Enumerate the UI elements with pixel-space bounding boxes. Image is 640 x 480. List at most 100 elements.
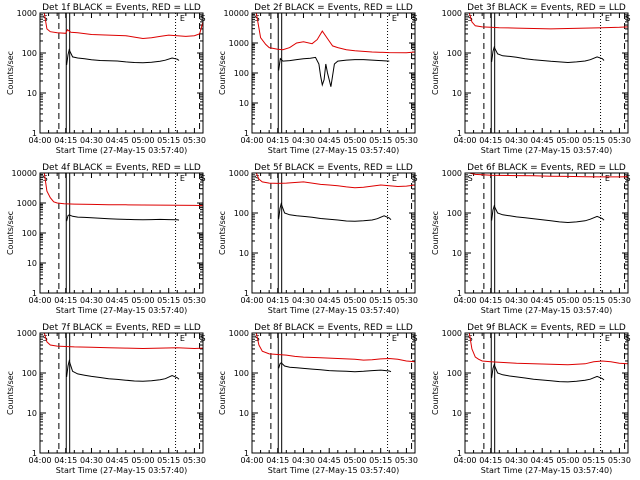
y-tick-label: 10 <box>239 409 249 418</box>
marker-label-S: S <box>468 14 473 23</box>
panel-title: Det 5f BLACK = Events, RED = LLD <box>254 163 413 173</box>
x-tick-label: 05:30 <box>395 456 418 465</box>
plot-frame <box>39 332 204 454</box>
x-axis-label: Start Time (27-May-15 03:57:40) <box>481 306 612 315</box>
y-tick-label: 1 <box>32 449 37 458</box>
marker-label-E: E <box>605 334 610 343</box>
series-group <box>43 13 203 66</box>
y-tick-label: 1 <box>32 129 37 138</box>
marker-label-S: S <box>43 334 48 343</box>
x-axis-label: Start Time (27-May-15 03:57:40) <box>268 146 399 155</box>
x-tick-label: 04:45 <box>531 136 554 145</box>
y-tick-label: 10 <box>239 249 249 258</box>
x-tick-label: 04:45 <box>318 136 341 145</box>
x-tick-label: 05:00 <box>131 456 154 465</box>
vertical-lines <box>270 333 413 453</box>
series-line-lld <box>43 13 203 40</box>
series-group <box>43 333 203 382</box>
x-tick-label: 04:00 <box>28 296 51 305</box>
panel-title: Det 2f BLACK = Events, RED = LLD <box>254 3 413 13</box>
x-tick-label: 04:15 <box>54 456 77 465</box>
series-line-lld <box>468 333 628 366</box>
x-tick-label: 04:00 <box>453 296 476 305</box>
x-tick-label: 04:30 <box>80 296 103 305</box>
x-tick-label: 04:00 <box>240 296 263 305</box>
y-tick-label: 1000 <box>229 329 249 338</box>
plot-frame <box>39 172 204 294</box>
y-axis-label: Counts/sec <box>431 371 440 415</box>
vertical-lines <box>483 333 626 453</box>
x-tick-label: 05:15 <box>582 296 605 305</box>
y-tick-label: 1 <box>457 129 462 138</box>
x-axis-label: Start Time (27-May-15 03:57:40) <box>268 306 399 315</box>
y-tick-label: 10 <box>239 99 249 108</box>
y-tick-label: 1 <box>244 129 249 138</box>
series-group <box>469 173 628 224</box>
x-tick-label: 04:15 <box>54 296 77 305</box>
marker-label-S: S <box>468 174 473 183</box>
plot-frame <box>251 12 416 134</box>
series-line-events <box>66 48 180 66</box>
x-tick-label: 04:45 <box>531 296 554 305</box>
series-line-events <box>278 362 392 373</box>
x-tick-label: 04:30 <box>292 136 315 145</box>
x-tick-label: 04:15 <box>266 136 289 145</box>
y-tick-label: 1000 <box>17 9 37 18</box>
x-tick-label: 04:30 <box>80 136 103 145</box>
x-tick-label: 05:00 <box>343 136 366 145</box>
series-line-events <box>66 214 180 222</box>
series-group <box>43 173 203 222</box>
x-tick-label: 04:30 <box>80 456 103 465</box>
plot-frame <box>464 172 629 294</box>
x-tick-label: 04:15 <box>54 136 77 145</box>
x-tick-label: 04:30 <box>292 456 315 465</box>
panel-det-3: Det 3f BLACK = Events, RED = LLD 1 10 100 10… <box>431 3 631 155</box>
panel-title: Det 7f BLACK = Events, RED = LLD <box>42 323 201 333</box>
panel-title: Det 1f BLACK = Events, RED = LLD <box>42 3 201 13</box>
x-tick-label: 05:15 <box>157 136 180 145</box>
x-tick-label: 04:00 <box>453 136 476 145</box>
series-line-lld <box>43 173 203 207</box>
y-axis-label: Counts/sec <box>218 371 227 415</box>
x-tick-label: 05:30 <box>183 456 206 465</box>
x-tick-label: 04:15 <box>479 456 502 465</box>
panel-det-8: Det 8f BLACK = Events, RED = LLD 1 10 100 10… <box>218 323 418 475</box>
panel-det-9: Det 9f BLACK = Events, RED = LLD 1 10 100 10… <box>431 323 631 475</box>
x-axis-label: Start Time (27-May-15 03:57:40) <box>481 146 612 155</box>
marker-label-S: S <box>255 174 260 183</box>
plot-frame <box>39 12 204 134</box>
x-tick-label: 05:15 <box>582 136 605 145</box>
series-group <box>468 13 628 64</box>
y-tick-label: 1 <box>244 289 249 298</box>
y-tick-label: 10 <box>27 89 37 98</box>
y-tick-label: 1000 <box>229 39 249 48</box>
marker-label-E: E <box>392 334 397 343</box>
series-group <box>468 333 628 383</box>
x-tick-label: 05:30 <box>608 136 631 145</box>
y-tick-label: 10 <box>452 89 462 98</box>
panel-title: Det 4f BLACK = Events, RED = LLD <box>42 163 201 173</box>
plot-frame <box>251 332 416 454</box>
series-group <box>255 173 415 222</box>
x-tick-label: 05:00 <box>343 296 366 305</box>
y-tick-label: 1000 <box>442 329 462 338</box>
y-tick-label: 1000 <box>442 9 462 18</box>
x-tick-label: 04:45 <box>106 136 129 145</box>
x-tick-label: 04:30 <box>292 296 315 305</box>
x-axis-label: Start Time (27-May-15 03:57:40) <box>56 466 187 475</box>
x-tick-label: 05:00 <box>131 296 154 305</box>
vertical-lines <box>483 173 626 293</box>
y-tick-label: 1 <box>32 289 37 298</box>
x-tick-label: 04:15 <box>266 296 289 305</box>
panel-det-4: Det 4f BLACK = Events, RED = LLD 1 10 100 10… <box>6 163 206 315</box>
x-tick-label: 05:15 <box>369 136 392 145</box>
x-tick-label: 04:00 <box>453 456 476 465</box>
x-tick-label: 05:30 <box>183 296 206 305</box>
y-tick-label: 100 <box>234 369 249 378</box>
series-line-events <box>491 363 605 383</box>
y-tick-label: 100 <box>234 209 249 218</box>
y-axis-label: Counts/sec <box>6 211 15 255</box>
vertical-lines <box>58 333 201 453</box>
y-tick-label: 100 <box>22 369 37 378</box>
x-tick-label: 05:15 <box>157 456 180 465</box>
